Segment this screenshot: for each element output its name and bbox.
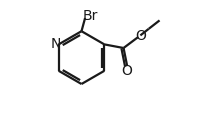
Text: O: O — [122, 64, 133, 78]
Text: Br: Br — [82, 9, 97, 23]
Text: O: O — [135, 29, 146, 43]
Text: N: N — [50, 37, 61, 51]
